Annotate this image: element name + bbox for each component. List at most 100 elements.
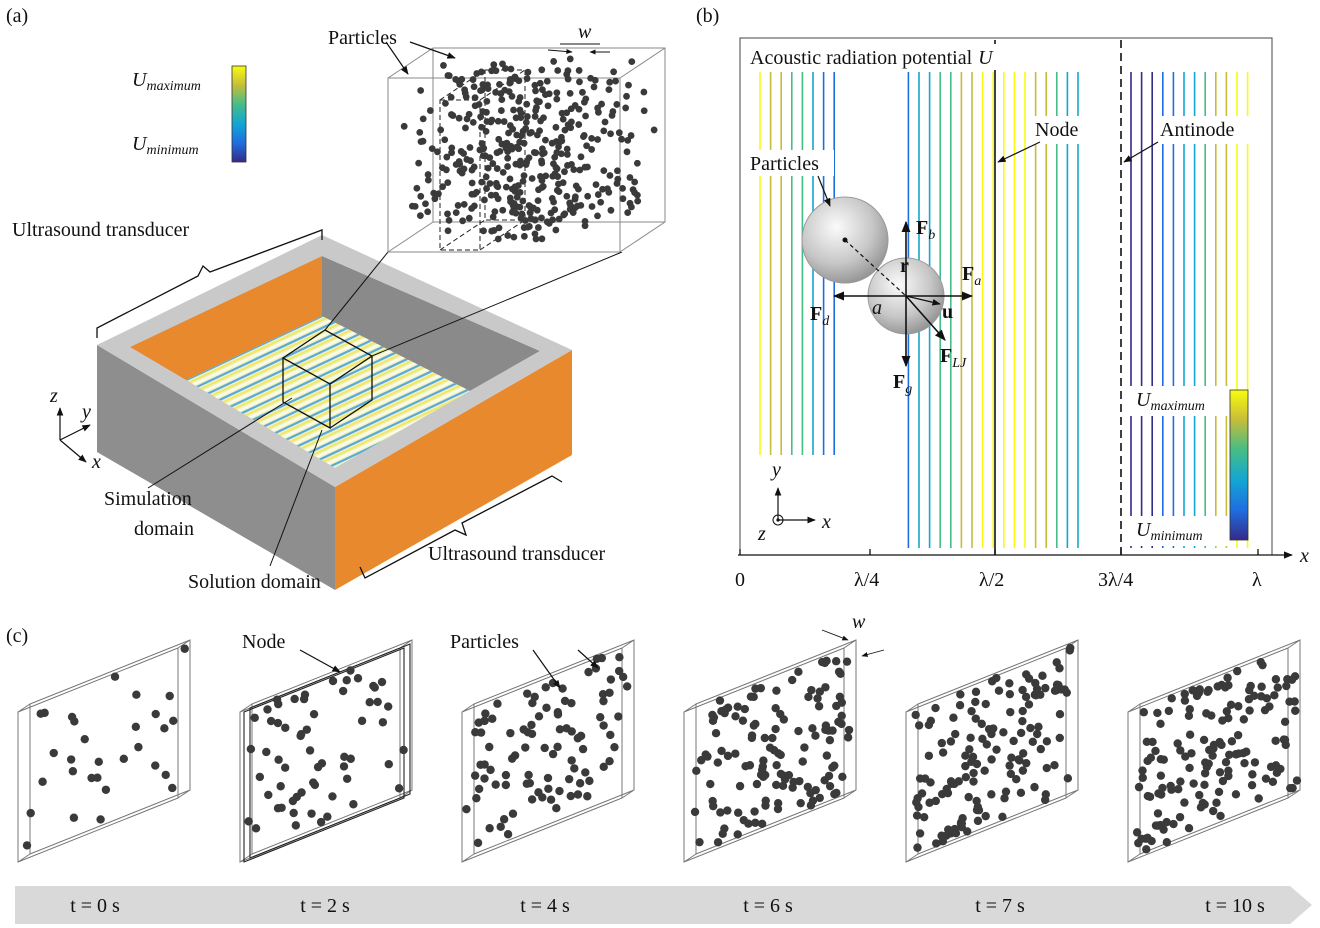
- particle: [1018, 716, 1027, 726]
- particle: [498, 96, 506, 104]
- particle: [1226, 700, 1236, 710]
- particle: [490, 61, 498, 69]
- particle: [506, 175, 514, 183]
- particle: [492, 88, 500, 96]
- particle: [1012, 774, 1021, 784]
- particle: [516, 94, 524, 101]
- particle: [1192, 691, 1202, 701]
- brace: [359, 475, 563, 579]
- particle: [480, 774, 489, 783]
- subscript: g: [905, 382, 912, 397]
- x-tick-label: λ: [1252, 569, 1262, 591]
- particle: [738, 716, 748, 725]
- particle: [567, 756, 576, 765]
- z-axis: [776, 518, 780, 522]
- particle: [569, 209, 577, 217]
- particle: [771, 703, 780, 713]
- particle: [1156, 719, 1165, 729]
- axis-label: y: [770, 459, 781, 481]
- particle: [543, 773, 553, 783]
- particle: [460, 201, 468, 208]
- particle: [1034, 722, 1043, 732]
- particle: [1202, 709, 1211, 718]
- particle: [522, 779, 532, 788]
- particle: [564, 774, 574, 784]
- symbol: F: [940, 345, 952, 367]
- particle: [302, 725, 312, 734]
- particle: [623, 92, 630, 100]
- particle: [1180, 696, 1190, 705]
- particle: [490, 227, 498, 234]
- particle: [772, 780, 781, 790]
- particle: [1271, 675, 1281, 684]
- particle: [814, 702, 824, 711]
- particle: [289, 808, 298, 818]
- particle: [1007, 753, 1016, 762]
- particle: [483, 118, 491, 125]
- particle: [957, 819, 967, 828]
- arrow: [905, 295, 941, 306]
- particle: [441, 136, 449, 144]
- particle: [1195, 685, 1204, 694]
- particle: [772, 686, 781, 695]
- title: Acoustic radiation potential U: [750, 47, 994, 69]
- particle: [817, 657, 827, 667]
- particle: [442, 100, 449, 107]
- particle: [776, 750, 785, 760]
- particle: [459, 217, 467, 225]
- particle: [94, 757, 103, 767]
- particle: [503, 139, 511, 147]
- particle: [1258, 660, 1267, 670]
- particle: [808, 724, 817, 733]
- particle: [1180, 689, 1189, 699]
- particle: [307, 809, 316, 818]
- particle: [342, 774, 352, 783]
- particle: [274, 755, 283, 764]
- particle: [22, 841, 32, 850]
- particle: [697, 756, 706, 765]
- particle: [779, 715, 789, 724]
- particle: [606, 172, 614, 179]
- particle: [480, 227, 487, 235]
- particle: [1209, 806, 1218, 816]
- particle: [538, 235, 546, 243]
- particle: [516, 203, 524, 211]
- particles-label: Particles: [450, 631, 519, 653]
- particle: [394, 784, 404, 793]
- particle: [588, 134, 596, 142]
- particle: [747, 733, 757, 743]
- particle: [1132, 828, 1142, 837]
- particle: [557, 150, 565, 158]
- particle: [384, 760, 393, 769]
- particle: [251, 824, 261, 833]
- particle: [416, 212, 424, 220]
- particle: [522, 118, 530, 126]
- particle: [749, 692, 758, 702]
- force-label: Fg: [893, 371, 912, 397]
- particle: [583, 792, 592, 801]
- particle: [1221, 683, 1230, 692]
- particle: [965, 745, 974, 754]
- particle: [503, 830, 513, 839]
- particle: [377, 677, 387, 687]
- particle: [594, 136, 602, 143]
- particle: [431, 195, 439, 203]
- particle: [494, 235, 502, 243]
- particle: [580, 133, 587, 140]
- particle: [715, 696, 725, 705]
- particle: [1041, 790, 1051, 799]
- particle: [548, 195, 556, 202]
- particle: [570, 166, 578, 173]
- particle: [411, 202, 419, 210]
- tank-wall: [97, 345, 335, 590]
- particle: [424, 171, 432, 178]
- particle: [525, 202, 533, 209]
- particle: [597, 198, 605, 206]
- particle: [811, 731, 820, 740]
- particle: [538, 793, 547, 802]
- particle: [439, 183, 447, 191]
- particle: [1052, 680, 1062, 689]
- label-bg: [1128, 386, 1228, 416]
- particle: [482, 173, 490, 181]
- particle: [584, 192, 592, 200]
